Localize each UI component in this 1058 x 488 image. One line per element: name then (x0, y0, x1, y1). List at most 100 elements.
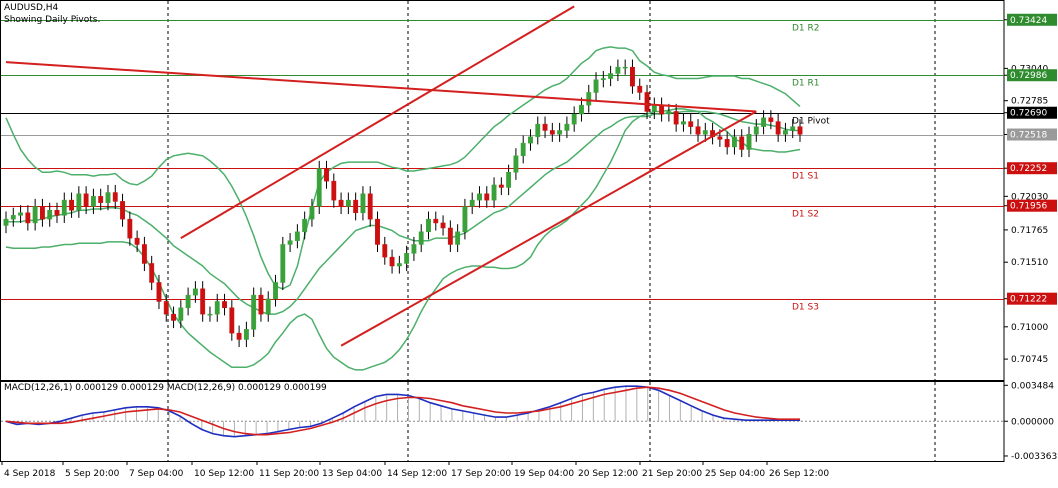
pivot-label: D1 R2 (792, 24, 820, 34)
candle-body (25, 212, 31, 224)
trendline-layer (5, 5, 757, 347)
candle-body (127, 218, 133, 239)
x-tick-label: 25 Sep 04:00 (705, 469, 765, 479)
x-tick-label: 11 Sep 20:00 (259, 469, 319, 479)
candle-body (309, 206, 315, 220)
candle-body (345, 199, 351, 207)
candle-body (294, 231, 300, 241)
candle-body (280, 244, 286, 283)
candle-body (171, 313, 176, 321)
candle-body (54, 210, 60, 216)
candle-body (695, 126, 701, 135)
candle-body (338, 199, 344, 207)
candle-body (32, 206, 38, 224)
candle-body (666, 111, 672, 115)
candle-body (724, 139, 730, 148)
price-tag (1007, 162, 1057, 175)
candle-body (69, 199, 74, 211)
pivot-label: D1 S2 (792, 210, 819, 220)
candle-body (120, 201, 125, 220)
candle-body (506, 172, 512, 188)
price-tag (1007, 128, 1057, 141)
candle-body (535, 123, 541, 138)
candle-body (797, 126, 803, 135)
candle-body (18, 212, 24, 216)
candle-body (447, 227, 453, 245)
candle-body (258, 294, 264, 315)
candle-body (76, 193, 82, 211)
upper-channel-line (180, 5, 575, 239)
candle-body (732, 136, 737, 148)
y-tick-label: 0.71510 (1011, 258, 1048, 268)
y-tick-label: 0.70745 (1011, 355, 1048, 365)
candle-body (360, 193, 366, 214)
y-tick-label: 0.72030 (1011, 192, 1048, 202)
candle-body (688, 121, 694, 127)
candle-body (112, 192, 118, 202)
candle-body (316, 168, 322, 207)
macd-y-tick-label: 0.000000 (1011, 417, 1054, 427)
candle-body (389, 256, 395, 267)
pivot-label: D1 R1 (792, 79, 820, 89)
candle-body (477, 193, 482, 201)
candle-layer (3, 59, 803, 348)
pivot-layer: D1 R2 D1 R1 D1 Pivot D1 S1 D1 S2 D1 S3 (1, 20, 1004, 313)
macd-signal-line (5, 386, 800, 436)
x-tick-label: 19 Sep 04:00 (514, 469, 574, 479)
candle-body (484, 193, 490, 201)
price-tag-text: 0.72252 (1010, 164, 1047, 174)
candle-body (775, 121, 781, 135)
candle-body (411, 244, 417, 254)
candle-body (637, 85, 643, 93)
candle-body (200, 288, 206, 315)
candle-body (469, 199, 475, 207)
price-tag-text: 0.72518 (1010, 131, 1047, 141)
price-tag (1007, 69, 1057, 82)
candle-body (375, 218, 380, 245)
candle-body (324, 168, 329, 182)
y-tick-label: 0.72785 (1011, 97, 1048, 107)
candle-body (782, 130, 788, 135)
price-tag (1007, 199, 1057, 212)
macd-y-tick-label: -0.003363 (1011, 452, 1057, 462)
horizontal-resistance-line (5, 61, 757, 113)
candle-body (47, 210, 53, 220)
candle-body (105, 192, 111, 203)
candle-body (659, 104, 665, 115)
candle-body (600, 78, 606, 81)
candle-body (134, 237, 140, 245)
x-tick-label: 13 Sep 04:00 (322, 469, 382, 479)
price-tag-text: 0.72690 (1010, 109, 1047, 119)
macd-y-tick-label: 0.003484 (1011, 381, 1054, 391)
pivot-label: D1 S3 (792, 303, 819, 313)
pivot-label: D1 S1 (792, 172, 819, 182)
bollinger-lower-line (5, 108, 801, 371)
candle-body (178, 307, 184, 321)
candle-body (746, 134, 752, 150)
candle-body (513, 155, 519, 173)
candle-body (207, 313, 213, 316)
candle-body (440, 222, 446, 229)
price-tag-layer: 0.73424 0.72986 0.72690 0.72252 0.71956 0.712… (1007, 13, 1057, 305)
price-tag (1007, 13, 1057, 26)
candle-body (630, 66, 635, 87)
candle-body (491, 184, 497, 201)
x-tick-label: 7 Sep 04:00 (129, 469, 184, 479)
candle-body (571, 113, 577, 125)
y-tick-label: 0.71000 (1011, 323, 1048, 333)
candle-body (564, 123, 570, 131)
candle-body (156, 282, 162, 302)
candle-body (593, 79, 599, 93)
y-tick-label: 0.71765 (1011, 226, 1048, 236)
candle-body (331, 180, 337, 201)
candle-body (761, 117, 767, 127)
candle-body (141, 244, 147, 264)
candle-body (302, 218, 308, 233)
candle-body (236, 332, 242, 340)
candle-body (404, 253, 410, 264)
candle-body (243, 329, 249, 340)
macd-title: MACD(12,26,1) 0.000129 0.000129 MACD(12,… (4, 383, 327, 393)
candle-body (149, 263, 155, 283)
